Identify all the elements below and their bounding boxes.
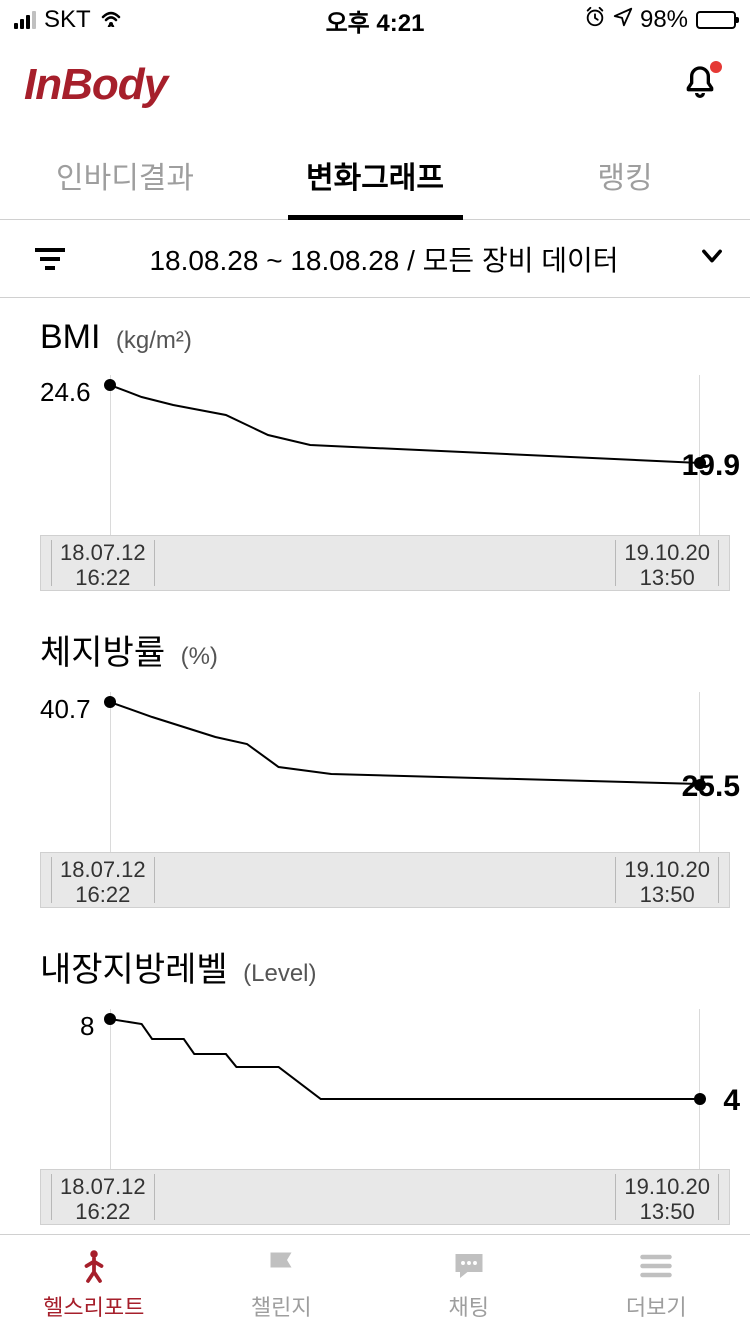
axis-start-time: 16:22 — [60, 1199, 146, 1224]
chart-title: 체지방률 (%) — [40, 625, 730, 674]
location-icon — [612, 6, 634, 35]
app-header: InBody — [0, 40, 750, 130]
chart-visceral-fat: 내장지방레벨 (Level) 8 4 18.07.12 16:22 — [0, 922, 750, 1239]
chart-title: 내장지방레벨 (Level) — [40, 942, 730, 991]
axis-start: 18.07.12 16:22 — [51, 1174, 155, 1220]
axis-start-time: 16:22 — [60, 565, 146, 590]
tab-change-graph[interactable]: 변화그래프 — [250, 130, 500, 219]
top-tabs: 인바디결과 변화그래프 랭킹 — [0, 130, 750, 220]
chart-unit: (Level) — [243, 960, 316, 987]
status-left: SKT — [14, 6, 255, 34]
filter-icon — [30, 248, 70, 270]
chart-axis: 18.07.12 16:22 19.10.20 13:50 — [40, 535, 730, 591]
bottom-nav: 헬스리포트 챌린지 채팅 더보기 — [0, 1234, 750, 1334]
charts-container: BMI (kg/m²) 24.6 19.9 18.07.12 16:22 — [0, 298, 750, 1239]
axis-start-time: 16:22 — [60, 882, 146, 907]
chart-axis: 18.07.12 16:22 19.10.20 13:50 — [40, 852, 730, 908]
menu-icon — [638, 1248, 674, 1284]
carrier-label: SKT — [44, 6, 91, 34]
chart-title-text: BMI — [40, 318, 100, 356]
axis-start: 18.07.12 16:22 — [51, 857, 155, 903]
tab-label: 랭킹 — [597, 153, 652, 197]
nav-health-report[interactable]: 헬스리포트 — [0, 1235, 188, 1334]
chart-title-text: 체지방률 — [40, 634, 165, 672]
chart-axis: 18.07.12 16:22 19.10.20 13:50 — [40, 1169, 730, 1225]
chart-plot-area: 8 4 — [40, 1009, 730, 1169]
chart-plot-area: 40.7 25.5 — [40, 692, 730, 852]
signal-icon — [14, 11, 36, 29]
chart-body-fat: 체지방률 (%) 40.7 25.5 18.07.12 16:22 — [0, 605, 750, 922]
chart-start-dot — [104, 1013, 116, 1025]
axis-end: 19.10.20 13:50 — [615, 857, 719, 903]
notification-dot-icon — [710, 61, 722, 73]
axis-end-date: 19.10.20 — [624, 540, 710, 565]
status-right: 98% — [495, 6, 736, 35]
chart-svg — [110, 692, 700, 852]
status-time: 오후 4:21 — [255, 3, 496, 38]
nav-label: 채팅 — [449, 1290, 489, 1322]
chart-end-value: 4 — [723, 1084, 740, 1118]
axis-start-date: 18.07.12 — [60, 1174, 146, 1199]
nav-label: 챌린지 — [251, 1290, 312, 1322]
nav-label: 더보기 — [626, 1290, 687, 1322]
nav-challenge[interactable]: 챌린지 — [188, 1235, 376, 1334]
chart-title-text: 내장지방레벨 — [40, 951, 228, 989]
axis-end-time: 13:50 — [624, 1199, 710, 1224]
tab-label: 변화그래프 — [306, 153, 444, 197]
chart-title: BMI (kg/m²) — [40, 318, 730, 357]
chart-start-dot — [104, 696, 116, 708]
axis-end-date: 19.10.20 — [624, 857, 710, 882]
app-logo: InBody — [24, 60, 167, 110]
person-icon — [76, 1248, 112, 1284]
chart-start-value: 24.6 — [40, 377, 91, 408]
axis-start-date: 18.07.12 — [60, 540, 146, 565]
axis-end: 19.10.20 13:50 — [615, 1174, 719, 1220]
chart-end-dot — [694, 1093, 706, 1105]
status-bar: SKT 오후 4:21 98% — [0, 0, 750, 40]
axis-end-time: 13:50 — [624, 882, 710, 907]
chart-plot-area: 24.6 19.9 — [40, 375, 730, 535]
alarm-icon — [584, 6, 606, 35]
flag-icon — [263, 1248, 299, 1284]
chart-unit: (%) — [181, 643, 218, 670]
filter-text: 18.08.28 ~ 18.08.28 / 모든 장비 데이터 — [70, 239, 698, 279]
chart-end-value: 19.9 — [682, 449, 740, 483]
tab-inbody-result[interactable]: 인바디결과 — [0, 130, 250, 219]
wifi-icon — [99, 6, 123, 34]
chat-icon — [451, 1248, 487, 1284]
nav-chat[interactable]: 채팅 — [375, 1235, 563, 1334]
axis-end-date: 19.10.20 — [624, 1174, 710, 1199]
axis-start: 18.07.12 16:22 — [51, 540, 155, 586]
nav-label: 헬스리포트 — [43, 1290, 144, 1322]
chart-bmi: BMI (kg/m²) 24.6 19.9 18.07.12 16:22 — [0, 298, 750, 605]
chart-start-value: 8 — [80, 1011, 94, 1042]
chart-start-dot — [104, 379, 116, 391]
chart-start-value: 40.7 — [40, 694, 91, 725]
chevron-down-icon — [698, 242, 726, 275]
filter-bar[interactable]: 18.08.28 ~ 18.08.28 / 모든 장비 데이터 — [0, 220, 750, 298]
axis-start-date: 18.07.12 — [60, 857, 146, 882]
chart-svg — [110, 375, 700, 535]
notifications-button[interactable] — [680, 63, 720, 108]
chart-end-value: 25.5 — [682, 770, 740, 804]
battery-pct: 98% — [640, 6, 688, 34]
axis-end-time: 13:50 — [624, 565, 710, 590]
tab-ranking[interactable]: 랭킹 — [500, 130, 750, 219]
axis-end: 19.10.20 13:50 — [615, 540, 719, 586]
tab-label: 인바디결과 — [56, 153, 194, 197]
chart-svg — [110, 1009, 700, 1169]
battery-icon — [696, 11, 736, 29]
nav-more[interactable]: 더보기 — [563, 1235, 750, 1334]
chart-unit: (kg/m²) — [116, 327, 192, 354]
